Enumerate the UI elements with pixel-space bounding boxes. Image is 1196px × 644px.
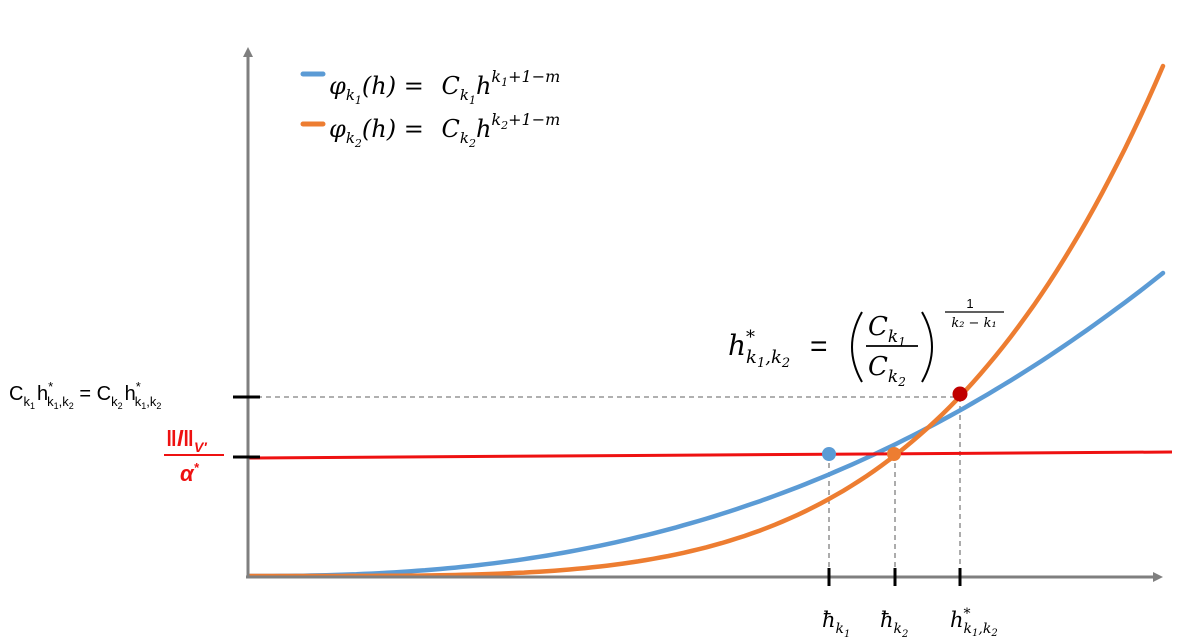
x-label-hstar: h* k1,k2 — [950, 606, 998, 639]
level-line — [247, 450, 1173, 460]
formula-equals: = — [810, 330, 828, 363]
formula-exponent-numerator: 1 — [966, 296, 973, 311]
formula-right-paren — [921, 311, 933, 383]
formula-exponent-denominator: k₂ − k₁ — [951, 316, 996, 331]
x-label-hbar2: ħk2 — [880, 608, 908, 640]
y-label-level: ‖l‖V′ α* — [164, 426, 224, 486]
hstar-intersection-point — [952, 386, 968, 402]
legend-phi2-label: φk2(h) = Ck2hk2+1−m — [329, 110, 560, 150]
phi1-curve — [247, 270, 1166, 579]
x-label-hbar1: ħk1 — [822, 608, 850, 640]
legend-phi1-label: φk1(h) = Ck1hk1+1−m — [329, 67, 560, 107]
hbar1-point — [822, 447, 836, 461]
level-denominator: α* — [180, 460, 200, 486]
formula-denominator: Ck2 — [868, 352, 906, 389]
formula-numerator: Ck1 — [868, 312, 906, 349]
y-label-equality: Ck1h* k1,k2 = Ck2h* k1,k2 — [9, 379, 161, 411]
hbar2-point — [887, 447, 901, 461]
formula-lhs: h* k1,k2 — [728, 327, 790, 371]
formula-left-paren — [851, 311, 863, 383]
level-numerator: ‖l‖V′ — [166, 426, 207, 455]
intersection-formula: h* k1,k2 = Ck1 Ck2 1 k₂ − k₁ — [728, 296, 1004, 389]
legend: φk1(h) = Ck1hk1+1−m φk2(h) = Ck2hk2+1−m — [300, 67, 560, 150]
